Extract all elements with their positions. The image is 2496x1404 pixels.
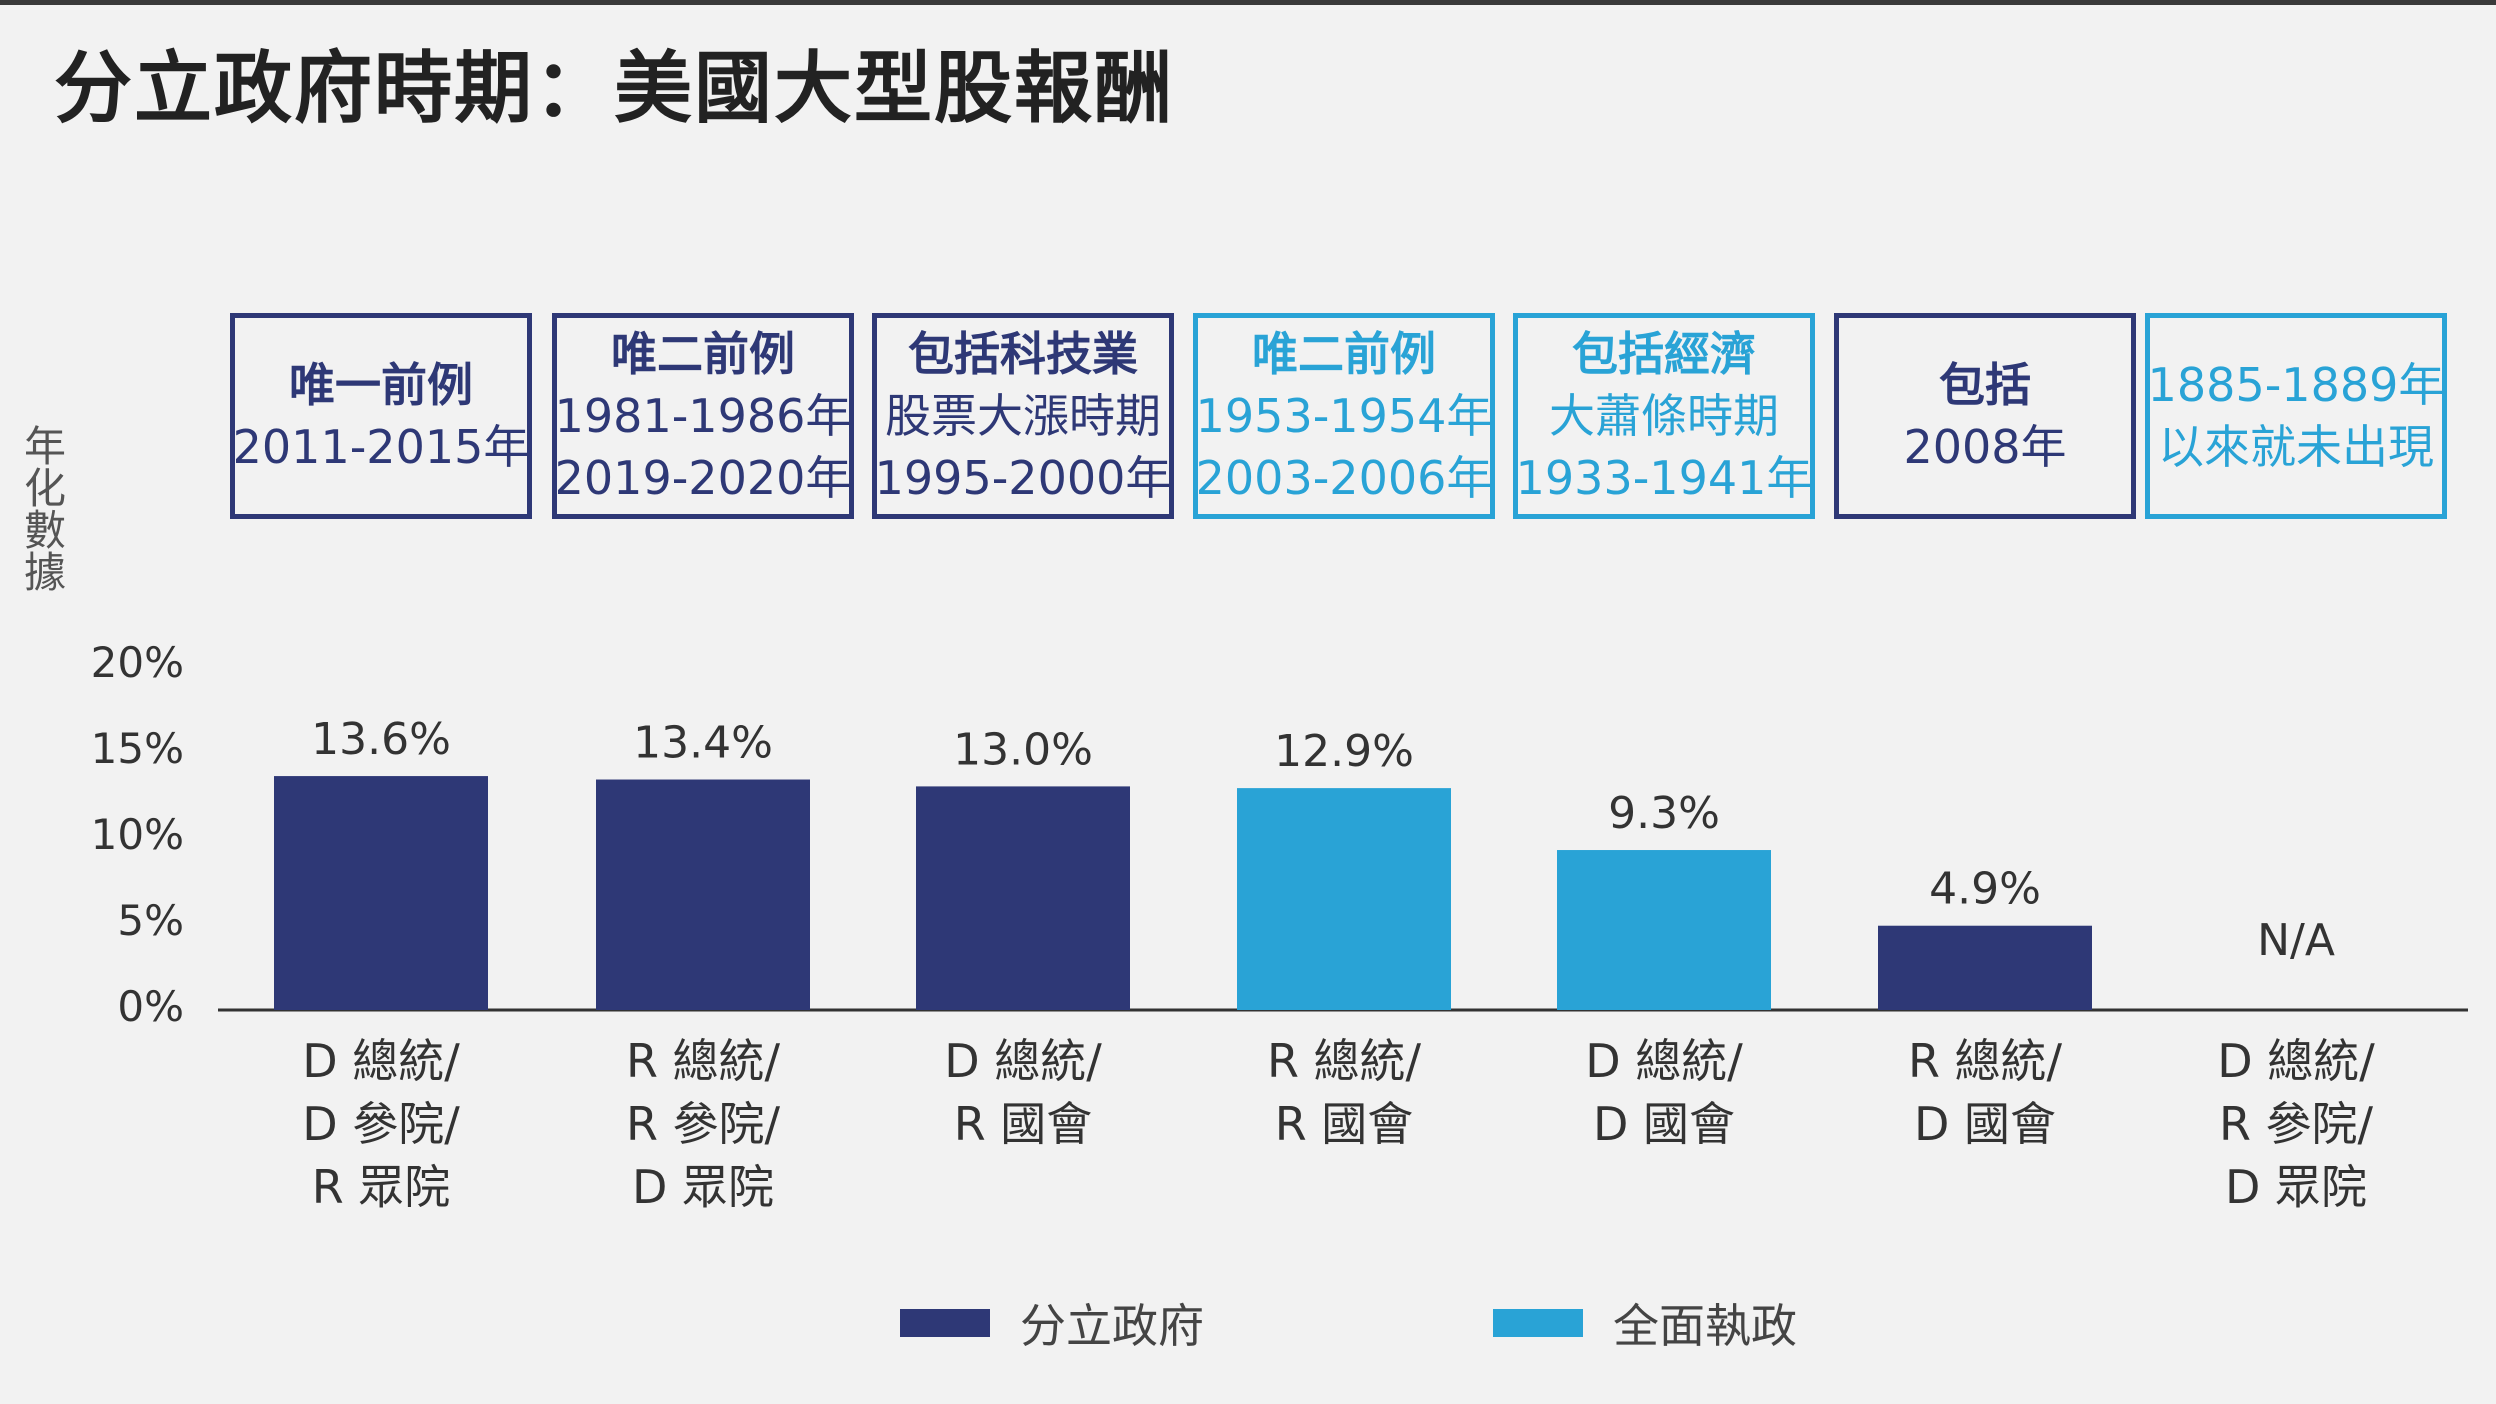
bar <box>916 786 1130 1010</box>
annotation-line: 大蕭條時期 <box>1549 389 1779 443</box>
bar <box>1878 925 2092 1010</box>
annotation-line: 2003-2006年 <box>1195 451 1493 505</box>
annotation-line: 包括經濟 <box>1572 327 1756 381</box>
bar-value-label: 13.0% <box>953 724 1093 775</box>
annotation-line: 2019-2020年 <box>554 451 852 505</box>
x-category-label: R 總統/R 國會 <box>1194 1030 1494 1156</box>
x-category-label-line: R 眾院 <box>311 1160 451 1214</box>
y-tick-label: 5% <box>117 896 184 945</box>
y-axis-label: 年化數據 <box>22 426 68 594</box>
annotation-line: 包括科技業 <box>908 327 1138 381</box>
annotation-line: 1933-1941年 <box>1515 451 1813 505</box>
x-category-label-line: D 國會 <box>1592 1097 1736 1151</box>
x-category-label-line: D 總統/ <box>302 1034 460 1088</box>
legend-swatch-divided <box>900 1309 990 1337</box>
bar <box>1557 850 1771 1010</box>
legend-item-unified: 全面執政 <box>1493 1290 1797 1356</box>
bar-value-label: 9.3% <box>1608 788 1720 839</box>
bar <box>596 779 810 1010</box>
annotation-line: 2011-2015年 <box>232 420 530 474</box>
bar-value-label: 12.9% <box>1274 726 1414 777</box>
x-category-label-line: R 國會 <box>1274 1097 1414 1151</box>
x-category-label-line: R 參院/ <box>2218 1097 2374 1151</box>
legend-item-divided: 分立政府 <box>900 1290 1204 1356</box>
page-title: 分立政府時期：美國大型股報酬 <box>54 44 1175 134</box>
x-category-label: D 總統/R 國會 <box>873 1030 1173 1156</box>
bar-value-label-na: N/A <box>2257 915 2335 966</box>
x-category-label-line: D 眾院 <box>2224 1160 2368 1214</box>
x-category-label-line: D 國會 <box>1913 1097 2057 1151</box>
x-category-label: D 總統/D 國會 <box>1514 1030 1814 1156</box>
annotation-line: 1995-2000年 <box>874 451 1172 505</box>
annotation-box: 包括經濟大蕭條時期 1933-1941年 <box>1513 313 1815 519</box>
x-category-label-line: R 總統/ <box>1266 1034 1422 1088</box>
legend-swatch-unified <box>1493 1309 1583 1337</box>
annotation-box: 包括科技業股票大漲時期 1995-2000年 <box>872 313 1174 519</box>
bar-value-label: 13.4% <box>633 718 773 769</box>
annotation-box: 唯一前例 2011-2015年 <box>230 313 532 519</box>
bar <box>274 776 488 1010</box>
x-category-label-line: D 參院/ <box>302 1097 460 1151</box>
annotation-line: 包括 <box>1939 358 2031 412</box>
bar-value-label: 4.9% <box>1929 864 2041 915</box>
annotation-line: 以來就未出現 <box>2158 420 2434 474</box>
x-category-label-line: D 總統/ <box>1585 1034 1743 1088</box>
x-category-label: D 總統/R 參院/D 眾院 <box>2146 1030 2446 1219</box>
annotation-line: 股票大漲時期 <box>885 389 1161 443</box>
annotation-line: 唯二前例 <box>611 327 795 381</box>
x-category-label: R 總統/D 國會 <box>1835 1030 2135 1156</box>
annotation-box: 唯二前例 1953-1954年 2003-2006年 <box>1193 313 1495 519</box>
annotation-line: 2008年 <box>1903 420 2067 474</box>
y-tick-label: 0% <box>117 982 184 1031</box>
y-tick-label: 20% <box>90 638 184 687</box>
x-category-label-line: D 總統/ <box>2217 1034 2375 1088</box>
y-tick-label: 10% <box>90 810 184 859</box>
annotation-line: 唯二前例 <box>1252 327 1436 381</box>
legend-label-unified: 全面執政 <box>1613 1299 1797 1353</box>
bar-value-label: 13.6% <box>311 714 451 765</box>
x-category-label-line: R 參院/ <box>625 1097 781 1151</box>
x-category-label: D 總統/D 參院/R 眾院 <box>231 1030 531 1219</box>
x-category-label-line: D 眾院 <box>631 1160 775 1214</box>
annotation-box: 包括 2008年 <box>1834 313 2136 519</box>
annotation-line: 1953-1954年 <box>1195 389 1493 443</box>
y-axis-label-char: 據 <box>23 548 66 597</box>
x-category-label: R 總統/R 參院/D 眾院 <box>553 1030 853 1219</box>
annotation-box: 唯二前例 1981-1986年 2019-2020年 <box>552 313 854 519</box>
annotation-line: 1885-1889年 <box>2147 358 2445 412</box>
top-rule <box>0 0 2496 5</box>
y-axis-label-char: 化 <box>23 464 66 513</box>
bar <box>1237 788 1451 1010</box>
y-tick-label: 15% <box>90 724 184 773</box>
y-axis-label-char: 年 <box>23 422 66 471</box>
annotation-line: 1981-1986年 <box>554 389 852 443</box>
annotation-line: 唯一前例 <box>289 358 473 412</box>
legend-label-divided: 分立政府 <box>1020 1299 1204 1353</box>
annotation-box: 1885-1889年 以來就未出現 <box>2145 313 2447 519</box>
x-category-label-line: R 總統/ <box>1907 1034 2063 1088</box>
x-category-label-line: R 國會 <box>953 1097 1093 1151</box>
y-axis-label-char: 數 <box>23 506 66 555</box>
x-category-label-line: R 總統/ <box>625 1034 781 1088</box>
x-category-label-line: D 總統/ <box>944 1034 1102 1088</box>
